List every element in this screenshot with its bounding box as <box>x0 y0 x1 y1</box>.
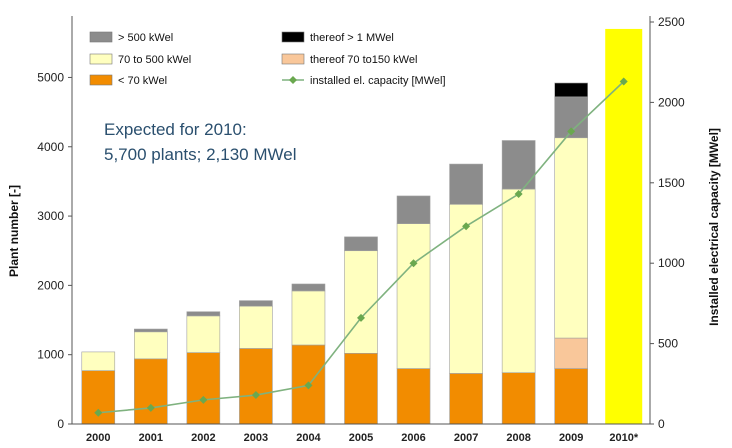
bar-70-to-500-kwel-2008 <box>501 188 536 374</box>
legend-label-installed-el-capacity-mwel: installed el. capacity [MWel] <box>310 75 446 87</box>
x-tick-label: 2008 <box>506 432 530 444</box>
x-tick-label: 2004 <box>296 432 321 444</box>
legend-label-70-kwel: < 70 kWel <box>118 75 167 87</box>
bar-500-kwel-2004 <box>291 283 326 292</box>
capacity-point-2002 <box>199 395 208 404</box>
x-tick-label: 2006 <box>401 432 425 444</box>
bar-70-to-500-kwel-2006 <box>396 223 431 369</box>
capacity-line-group <box>94 77 628 417</box>
capacity-point-2003 <box>251 391 260 400</box>
right-axis-title: Installed electrical capacity [MWel] <box>707 128 721 326</box>
bar-thereof-70-to150-kwel-2009 <box>554 337 588 369</box>
left-axis-title: Plant number [-] <box>7 185 21 277</box>
bar-70-kwel-2003 <box>239 348 273 425</box>
right-tick-label: 0 <box>658 417 665 431</box>
left-tick-label: 3000 <box>37 209 64 223</box>
legend-label-thereof-70-to150-kwel: thereof 70 to150 kWel <box>310 54 417 66</box>
annotation-line-2: 5,700 plants; 2,130 MWel <box>104 145 296 164</box>
left-tick-label: 4000 <box>37 140 64 154</box>
right-tick-label: 1000 <box>658 256 685 270</box>
bar-70-to-500-kwel-2004 <box>291 290 326 346</box>
bar-70-to-500-kwel-2001 <box>134 331 168 360</box>
legend-label-500-kwel: > 500 kWel <box>118 32 173 44</box>
bar-70-kwel-2009 <box>554 368 588 425</box>
capacity-point-2005 <box>357 313 365 322</box>
bar-500-kwel-2007 <box>449 163 483 205</box>
bar-70-kwel-2007 <box>449 373 483 425</box>
right-tick-label: 500 <box>658 337 678 351</box>
bar-70-kwel-2005 <box>344 353 378 425</box>
left-tick-label: 5000 <box>37 70 64 84</box>
left-tick-label: 0 <box>57 417 64 431</box>
bar-500-kwel-2008 <box>501 140 536 190</box>
bar-500-kwel-2002 <box>186 311 221 317</box>
bar-500-kwel-2005 <box>344 236 378 252</box>
x-tick-label: 2001 <box>139 432 163 444</box>
bars-group <box>81 28 643 425</box>
legend-swatch-capacity-marker <box>289 76 297 84</box>
x-tick-label: 2007 <box>454 432 478 444</box>
left-tick-label: 2000 <box>37 278 64 292</box>
legend-label-70-to-500-kwel: 70 to 500 kWel <box>118 54 191 66</box>
right-tick-label: 1500 <box>658 176 685 190</box>
bar-500-kwel-2003 <box>239 300 273 307</box>
capacity-point-2001 <box>146 403 155 412</box>
legend-label-thereof-1-mwel: thereof > 1 MWel <box>310 32 394 44</box>
x-tick-label: 2005 <box>349 432 373 444</box>
capacity-point-2006 <box>409 259 418 268</box>
legend: > 500 kWel thereof > 1 MWel 70 to 500 kWel… <box>89 31 446 87</box>
right-tick-label: 2500 <box>658 15 685 29</box>
bar-70-kwel-2006 <box>396 368 431 425</box>
capacity-point-2000 <box>94 408 103 417</box>
left-tick-label: 1000 <box>37 348 64 362</box>
bar-total-2010 <box>605 28 643 425</box>
legend-swatch-70-to-500-kwel <box>89 53 113 65</box>
legend-swatch-thereof-70-to150-kwel <box>281 53 305 65</box>
bar-70-to-500-kwel-2005 <box>344 250 378 354</box>
bar-70-kwel-2002 <box>186 352 221 425</box>
bar-70-to-500-kwel-2002 <box>186 315 221 353</box>
bar-500-kwel-2001 <box>134 328 168 333</box>
bar-70-kwel-2001 <box>134 358 168 425</box>
bar-500-kwel-2006 <box>396 195 431 224</box>
x-tick-label: 2000 <box>86 432 110 444</box>
annotation: Expected for 2010: 5,700 plants; 2,130 MW… <box>104 120 296 164</box>
capacity-point-2009 <box>567 127 576 136</box>
capacity-point-2010 <box>619 77 628 86</box>
legend-swatch-500-kwel <box>89 31 113 43</box>
bar-70-to-500-kwel-2003 <box>239 305 273 349</box>
annotation-line-1: Expected for 2010: <box>104 120 247 139</box>
x-tick-label: 2009 <box>559 432 583 444</box>
bar-thereof-1-mwel-2009 <box>554 82 588 98</box>
bar-70-to-500-kwel-2000 <box>81 351 116 371</box>
bar-70-to-500-kwel-2009 <box>554 137 588 339</box>
bar-70-kwel-2008 <box>501 372 536 425</box>
x-tick-label: 2010* <box>609 432 638 444</box>
right-tick-label: 2000 <box>658 95 685 109</box>
x-tick-label: 2002 <box>191 432 215 444</box>
axes-group: 0 1000 2000 3000 4000 5000 0 500 1000 1500 2000 250… <box>7 15 721 444</box>
legend-swatch-70-kwel <box>89 74 113 86</box>
capacity-point-2008 <box>514 190 523 199</box>
x-tick-label: 2003 <box>244 432 268 444</box>
capacity-point-2007 <box>462 222 471 231</box>
legend-swatch-thereof-1-mwel <box>281 31 305 43</box>
capacity-point-2004 <box>304 381 313 390</box>
